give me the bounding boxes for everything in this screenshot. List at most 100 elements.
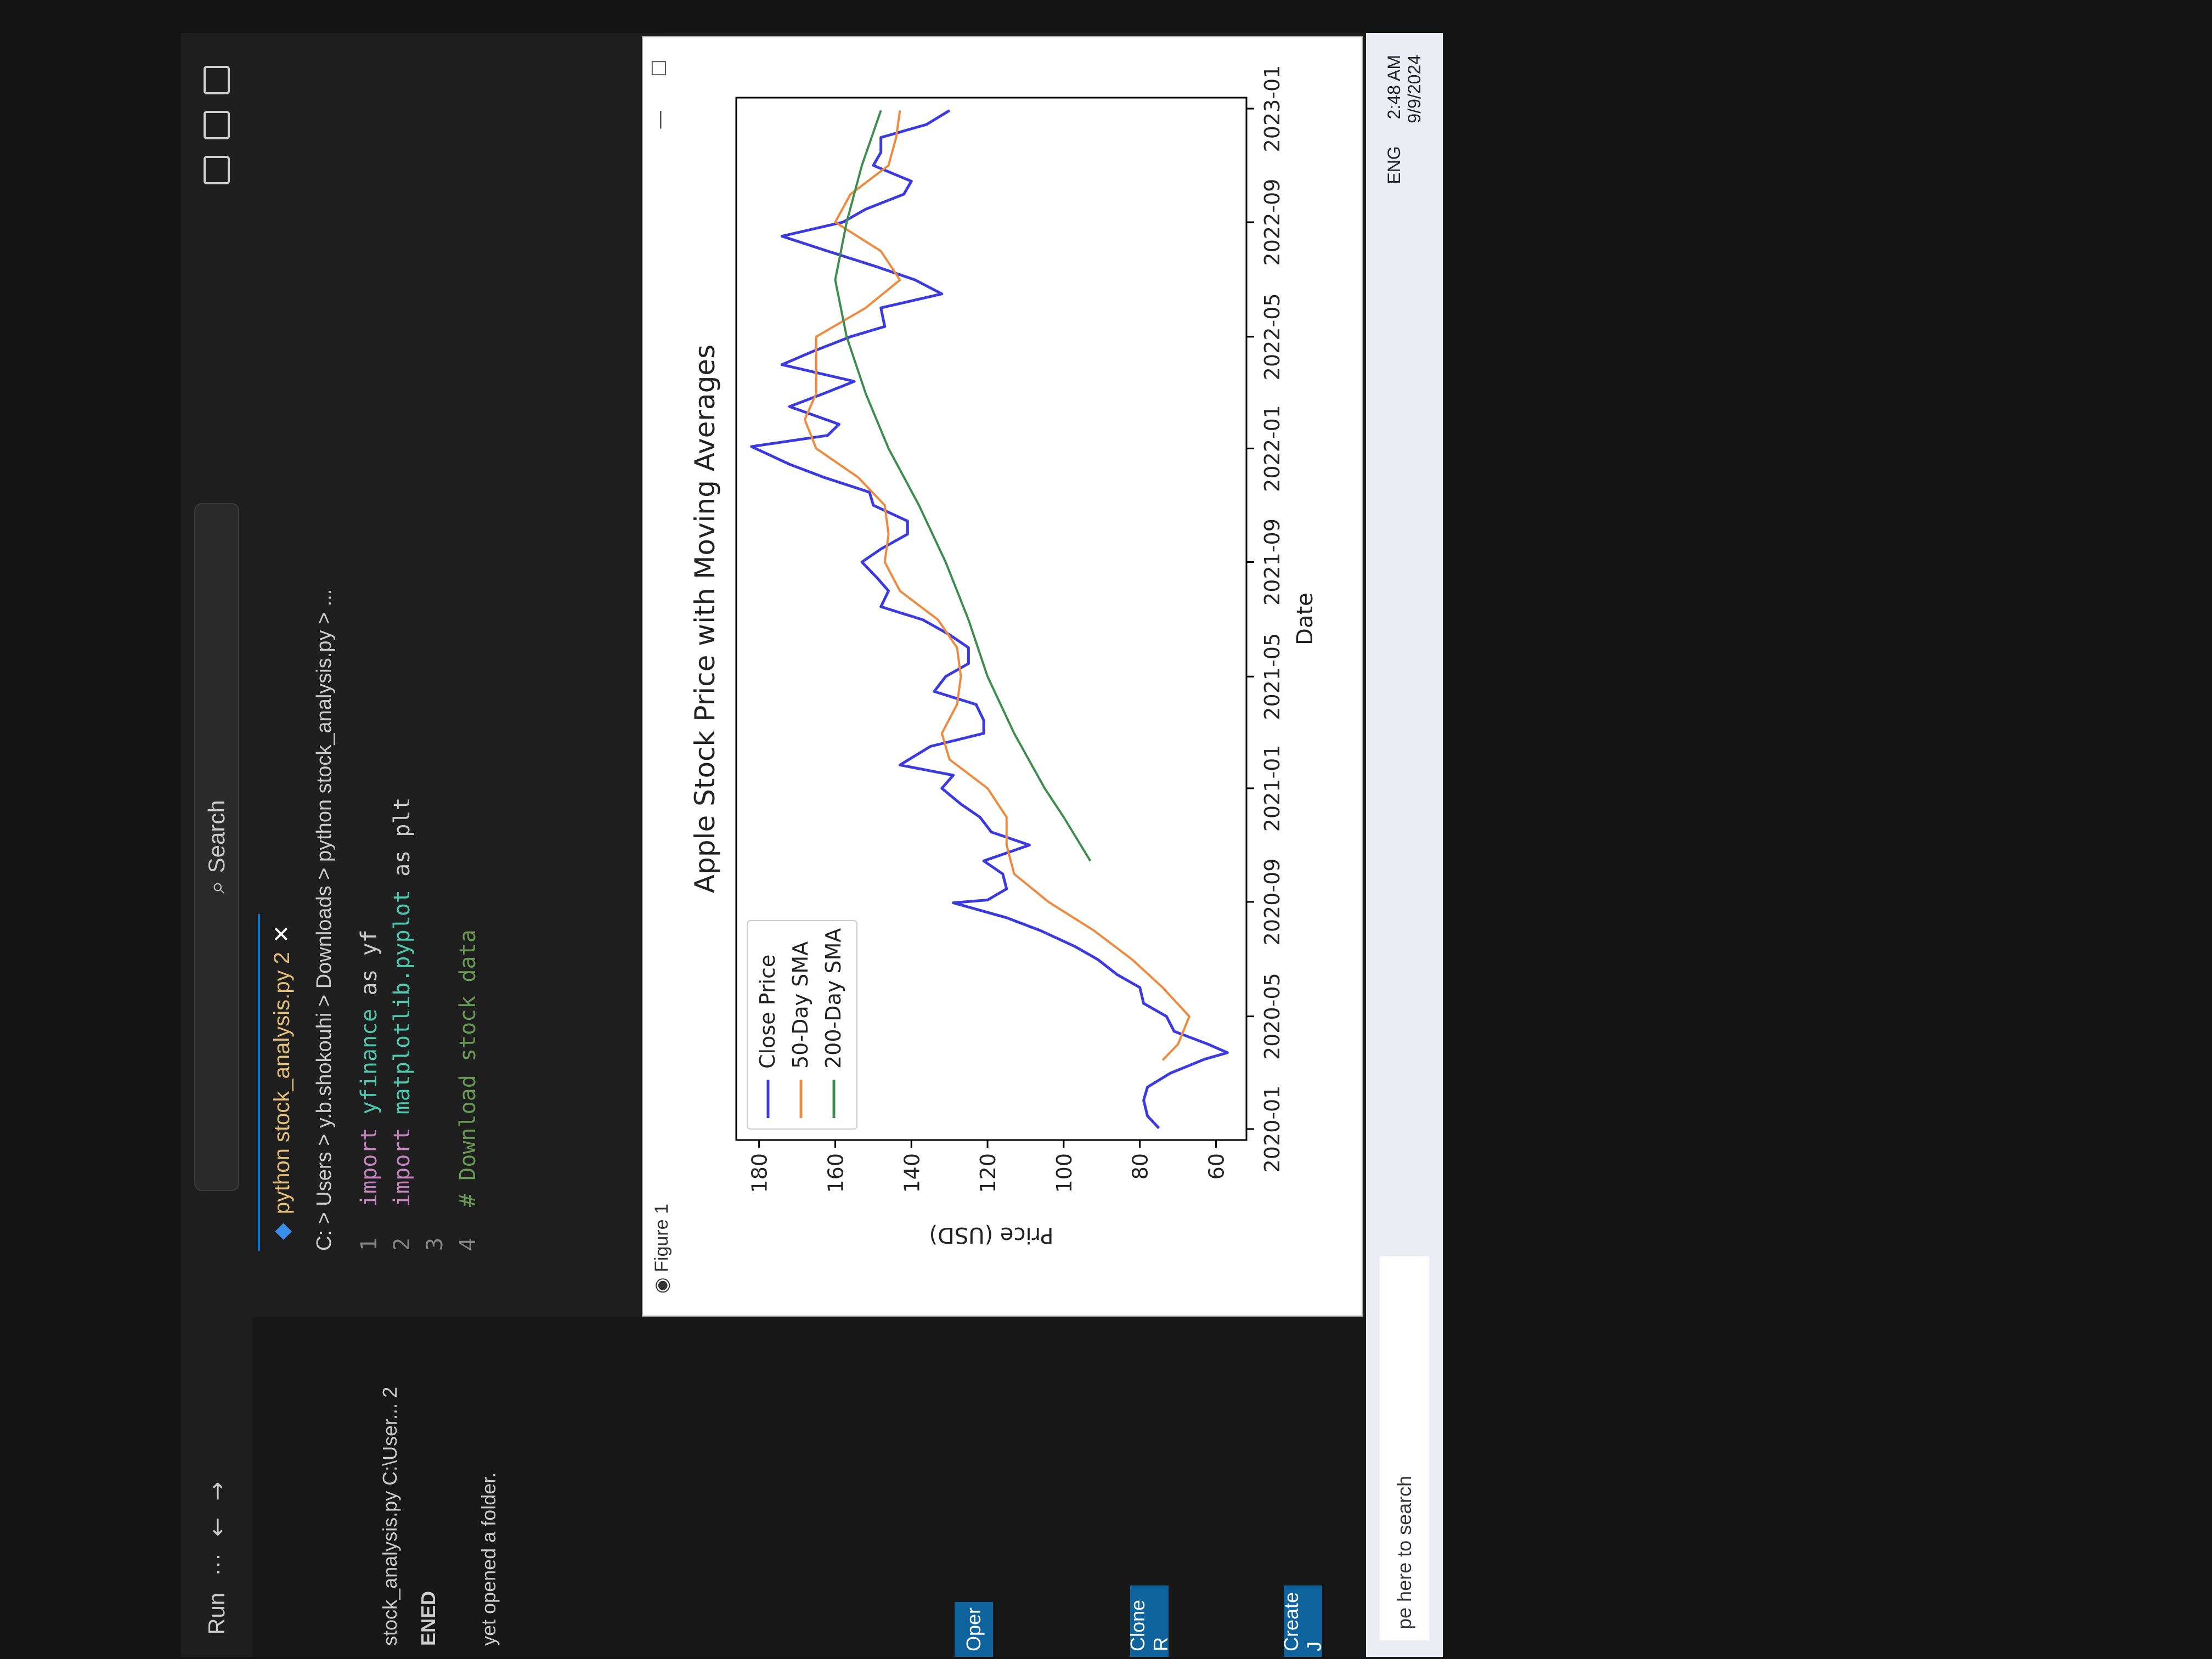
minimize-icon[interactable]: —: [648, 110, 671, 130]
data-point: [888, 448, 889, 449]
y-axis: 60 80 100 120 140 160 180: [748, 1140, 1228, 1193]
data-point: [823, 477, 825, 478]
command-search-box[interactable]: ⌕ Search: [194, 503, 239, 1191]
x-tick-label: 2022-09: [1260, 179, 1284, 266]
plot-area: [735, 97, 1248, 1141]
taskbar-search-input[interactable]: pe here to search: [1380, 1256, 1429, 1640]
data-point: [857, 477, 859, 478]
data-point: [823, 393, 825, 394]
code-line[interactable]: 3: [422, 1237, 448, 1251]
code-line[interactable]: 1import yfinance as yf: [357, 929, 382, 1251]
x-tick-label: 2021-09: [1260, 518, 1284, 606]
data-point: [865, 393, 866, 394]
matplotlib-figure-window: ◉ Figure 1 — ☐ Apple Stock Price with Mo…: [642, 36, 1363, 1317]
maximize-icon[interactable]: ☐: [648, 59, 671, 77]
x-tick-label: 2021-05: [1260, 633, 1284, 720]
y-tick-label: 80: [1128, 1153, 1153, 1180]
data-point: [850, 336, 851, 337]
no-folder-message: yet opened a folder.: [477, 1472, 500, 1646]
back-arrow-icon[interactable]: ←: [203, 1517, 230, 1537]
forward-arrow-icon[interactable]: →: [203, 1481, 230, 1501]
x-tick-label: 2021-01: [1260, 744, 1284, 832]
toggle-panel-icon[interactable]: [204, 111, 230, 139]
legend-label: 50-Day SMA: [788, 941, 812, 1069]
chart-title: Apple Stock Price with Moving Averages: [689, 345, 721, 893]
layout-controls: [204, 66, 230, 184]
y-axis-label: Price (USD): [929, 1222, 1054, 1248]
data-point: [854, 381, 855, 382]
data-point: [834, 222, 836, 223]
create-java-project-button[interactable]: Create J: [1280, 1585, 1325, 1657]
data-point: [789, 464, 790, 465]
data-point: [1170, 1073, 1171, 1074]
breadcrumb[interactable]: C: > Users > y.b.shokouhi > Downloads > …: [313, 589, 336, 1251]
x-tick-label: 2020-09: [1260, 859, 1284, 946]
toggle-sidebar-icon[interactable]: [204, 156, 230, 184]
data-point: [968, 647, 969, 648]
y-tick-label: 60: [1204, 1153, 1228, 1180]
clock-date: 9/9/2024: [1404, 55, 1424, 123]
data-point: [945, 676, 946, 677]
data-point: [850, 194, 851, 195]
figure-title-text: Figure 1: [651, 1204, 672, 1272]
series-line-1: [803, 110, 1190, 1061]
system-tray: ENG 2:48 AM 9/9/2024: [1384, 55, 1425, 184]
open-editor-item[interactable]: stock_analysis.py C:\User... 2: [379, 1386, 401, 1646]
data-point: [1227, 1052, 1228, 1053]
data-point: [869, 492, 870, 493]
close-tab-icon[interactable]: ✕: [270, 924, 294, 944]
data-point: [1166, 1016, 1167, 1017]
tab-label: python stock_analysis.py 2: [269, 952, 294, 1215]
data-point: [968, 663, 969, 664]
windows-taskbar: pe here to search ENG 2:48 AM 9/9/2024: [1366, 33, 1443, 1657]
code-line[interactable]: 2import matplotlib.pyplot as plt: [390, 797, 415, 1251]
data-point: [1208, 1044, 1209, 1045]
data-point: [968, 619, 969, 620]
chart: Apple Stock Price with Moving Averages 6…: [689, 65, 1318, 1248]
series-layer: [750, 109, 1229, 1130]
search-icon: ⌕: [203, 881, 229, 894]
clock[interactable]: 2:48 AM 9/9/2024: [1384, 55, 1424, 123]
x-tick-label: 2022-01: [1260, 405, 1284, 492]
data-point: [888, 165, 889, 166]
x-axis-label: Date: [1293, 592, 1318, 645]
data-point: [1006, 917, 1007, 918]
y-tick-label: 100: [1052, 1153, 1076, 1193]
toggle-secondary-sidebar-icon[interactable]: [204, 66, 230, 94]
section-header: ENED: [417, 1590, 439, 1646]
legend: Close Price 50-Day SMA 200-Day SMA: [747, 920, 857, 1130]
x-tick-label: 2020-05: [1260, 973, 1284, 1060]
editor-tab[interactable]: ◆ python stock_analysis.py 2 ✕: [258, 913, 304, 1251]
python-file-icon: ◆: [270, 1223, 294, 1240]
figure-window-controls: — ☐: [648, 59, 671, 129]
x-tick-label: 2020-01: [1260, 1086, 1284, 1173]
menu-run[interactable]: Run: [204, 1592, 229, 1635]
data-point: [804, 419, 805, 420]
legend-label: Close Price: [755, 955, 780, 1069]
clone-repository-button[interactable]: Clone R: [1126, 1585, 1172, 1657]
data-point: [1143, 1099, 1144, 1101]
x-axis: 2020-01 2020-05 2020-09 2021-01 2021-05 2021-…: [1246, 65, 1284, 1173]
data-point: [949, 110, 950, 111]
search-label: Search: [204, 800, 229, 873]
data-point: [975, 704, 977, 705]
y-tick-label: 160: [823, 1153, 848, 1193]
code-line[interactable]: 4# Download stock data: [455, 929, 481, 1251]
legend-label: 200-Day SMA: [821, 928, 845, 1069]
matplotlib-logo-icon: ◉: [651, 1277, 672, 1294]
open-folder-button[interactable]: Oper: [955, 1602, 993, 1657]
x-tick-label: 2022-05: [1260, 293, 1284, 380]
y-tick-label: 120: [976, 1153, 1000, 1193]
y-tick-label: 180: [748, 1153, 772, 1193]
data-point: [1116, 974, 1118, 975]
legend-box: [747, 920, 857, 1130]
x-tick-label: 2023-01: [1260, 65, 1284, 153]
clock-time: 2:48 AM: [1384, 55, 1404, 120]
data-point: [865, 208, 866, 210]
language-indicator[interactable]: ENG: [1384, 146, 1404, 184]
editor-area: ◆ python stock_analysis.py 2 ✕ C: > User…: [252, 33, 658, 1317]
y-tick-label: 140: [900, 1153, 924, 1193]
laptop-screen: Run ··· ← → ⌕ Search stock_analysis.py C…: [181, 33, 1443, 1657]
vscode-titlebar: Run ··· ← → ⌕ Search: [181, 33, 252, 1657]
menu-more[interactable]: ···: [204, 1553, 229, 1576]
